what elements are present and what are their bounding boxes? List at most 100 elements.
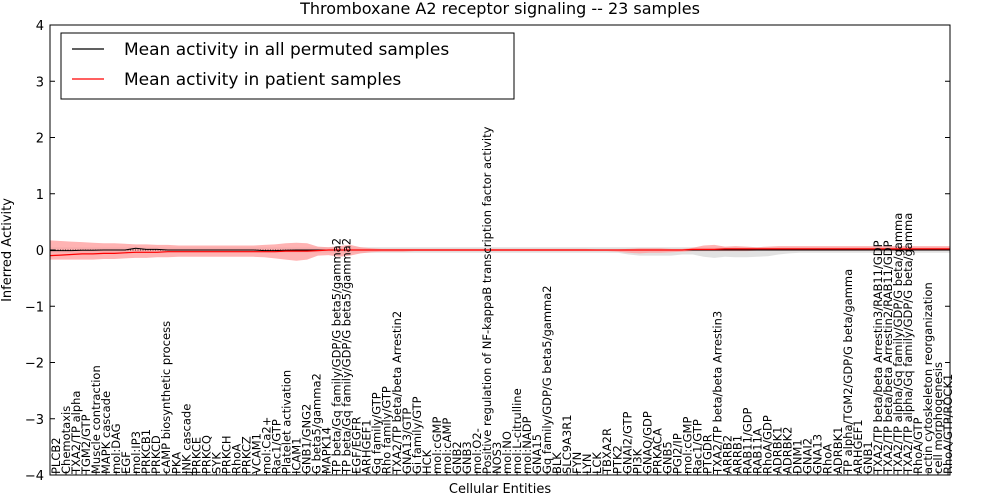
x-category-label: RhoA	[229, 444, 243, 474]
x-category-label: MAPK cascade	[99, 391, 113, 474]
x-category-label: PRKCH	[219, 435, 233, 474]
x-category-label: GNB3	[460, 441, 474, 474]
x-category-label: GNAI2	[801, 438, 815, 474]
legend-box	[60, 32, 515, 100]
x-category-label: GNB2	[450, 441, 464, 474]
x-category-label: PGI2/IP	[670, 433, 684, 474]
x-category-label: RhoA/GTP	[911, 417, 925, 474]
y-tick-label: 2	[36, 132, 44, 147]
x-category-label: VCAM1	[249, 433, 263, 474]
y-tick-label: 0	[36, 244, 44, 259]
x-axis-label: Cellular Entities	[449, 482, 551, 497]
x-category-label: mol:Ca2+	[260, 417, 274, 474]
x-category-label: ARHGEF1	[851, 419, 865, 474]
x-category-label: PRKCD	[149, 435, 163, 474]
x-category-label: PI3K	[630, 448, 644, 474]
x-category-label: GNB1/GNG2	[300, 404, 314, 474]
legend-label-permuted: Mean activity in all permuted samples	[124, 40, 449, 60]
x-category-label: ARHGEF1	[360, 419, 374, 474]
x-category-label: HCK	[420, 449, 434, 474]
x-category-label: G beta5/gamma2	[310, 373, 324, 474]
x-category-label: TXA2/TP beta/beta Arrestin2/RAB11/GDP	[881, 240, 895, 475]
x-category-label: GNA13/GTP	[400, 408, 414, 474]
x-category-label: Platelet activation	[280, 370, 294, 474]
y-tick-label: −1	[25, 300, 44, 315]
x-category-label: Chemotaxis	[59, 406, 73, 474]
x-category-label: PRKCQ	[199, 435, 213, 474]
x-category-label: TP beta/Gq family/GDP/G beta5/gamma2	[340, 238, 354, 475]
x-category-label: TP beta/Gq family/GDP/G beta5/gamma2	[330, 238, 344, 475]
x-category-label: RhoA/GDP	[761, 415, 775, 474]
x-category-label: Gi family/GTP	[410, 396, 424, 474]
x-category-label: RAB11A	[751, 428, 765, 474]
x-category-label: SLC9A3R1	[560, 414, 574, 474]
x-category-label: SYK	[209, 452, 223, 474]
x-category-label: mol:cGMP	[430, 417, 444, 474]
x-category-label: PRKCZ	[239, 436, 253, 474]
y-axis-label: Inferred Activity	[0, 198, 15, 302]
x-category-label: ADRBK1	[831, 427, 845, 474]
y-tick-label: −3	[25, 413, 44, 428]
x-category-label: PTGDR	[701, 434, 715, 474]
x-category-label: mol:cGMP	[680, 417, 694, 474]
x-category-label: mol:IP3	[129, 431, 143, 474]
y-tick-label: 3	[36, 75, 44, 90]
x-category-label: TXA2/TP beta/beta Arrestin3/RAB11/GDP	[871, 240, 885, 475]
x-category-label: ARRB2	[721, 435, 735, 474]
x-category-label: Positive regulation of NF-kappaB transcr…	[480, 126, 494, 474]
x-category-label: PKA	[169, 452, 183, 474]
x-category-label: RAB11/GDP	[741, 407, 755, 474]
legend-label-patient: Mean activity in patient samples	[124, 70, 401, 90]
y-tick-label: 4	[36, 19, 44, 34]
y-tick-label: −2	[25, 357, 44, 372]
x-category-label: TXA2/TP beta/beta Arrestin2	[390, 311, 404, 475]
x-category-label: GNA15	[530, 434, 544, 474]
x-category-label: mol:O2-	[470, 428, 484, 474]
chart-title: Thromboxane A2 receptor signaling -- 23 …	[299, 0, 700, 18]
x-category-label: DNM1	[791, 439, 805, 474]
plot-frame	[49, 24, 951, 476]
x-category-label: mol:NADP	[520, 416, 534, 474]
x-category-label: GNB1	[861, 441, 875, 474]
legend: Mean activity in all permuted samples Me…	[60, 32, 515, 100]
x-category-label: PTK2	[610, 445, 624, 474]
x-category-label: mol:cAMP	[440, 418, 454, 474]
x-category-label: PRKCB1	[139, 429, 153, 474]
x-category-label: TXA2/TP alpha/Gq family/GDP/G beta/gamma	[901, 213, 915, 475]
series-line-patient	[49, 248, 950, 257]
x-category-label: mol:L-citrulline	[510, 388, 524, 474]
x-category-label: TGM2/GTP	[79, 414, 93, 475]
x-category-label: MAPK14	[320, 427, 334, 474]
x-category-label: FYN	[570, 452, 584, 474]
x-category-label: ICAM1	[290, 437, 304, 474]
x-category-label: ADRBK2	[781, 427, 795, 474]
x-category-label: ADRBK1	[771, 427, 785, 474]
x-category-label: actin cytoskeleton reorganization	[921, 282, 935, 474]
x-category-label: PLCB2	[49, 437, 63, 474]
x-category-label: BLK	[550, 452, 564, 474]
x-category-label: ARRB1	[731, 435, 745, 474]
x-category-label: GNB5	[660, 441, 674, 474]
x-category-label: JNK cascade	[179, 404, 193, 475]
x-category-label: mol:NO	[500, 431, 514, 474]
x-category-label: TP alpha/TGM2/GDP/G beta/gamma	[841, 269, 855, 475]
x-category-label: NOS3	[490, 442, 504, 474]
y-tick-label: 1	[36, 188, 44, 203]
x-category-label: RhoA/GTP/ROCK1	[941, 374, 955, 474]
x-category-label: Gq family/GTP	[370, 392, 384, 474]
x-category-label: cell morphogenesis	[931, 362, 945, 474]
x-category-label: PRKACA	[650, 428, 664, 474]
y-tick-label: −4	[25, 469, 44, 484]
x-category-label: GNAQ/GDP	[640, 411, 654, 474]
x-category-label: Muscle contraction	[89, 365, 103, 474]
x-category-label: PRKCE	[189, 437, 203, 474]
x-category-label: LCK	[590, 452, 604, 474]
x-category-label: Rac1/GTP	[270, 419, 284, 474]
x-category-label: TBXA2R	[600, 428, 614, 475]
x-category-label: LYN	[580, 453, 594, 474]
x-category-label: GNAI2/GTP	[620, 412, 634, 474]
x-category-label: cAMP biosynthetic process	[159, 321, 173, 474]
x-category-label: TXA2/TP alpha	[69, 391, 83, 475]
x-category-label: TXA2/TP alpha/Gq family/GDP/G beta/gamma	[891, 213, 905, 475]
